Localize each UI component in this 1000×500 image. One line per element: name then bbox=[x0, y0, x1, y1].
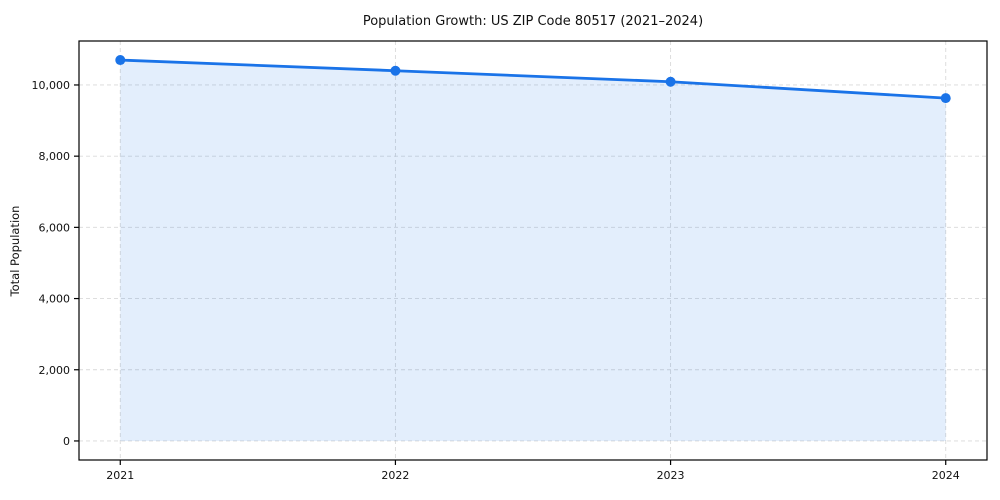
y-axis-label: Total Population bbox=[8, 206, 22, 298]
gridlines bbox=[79, 41, 987, 460]
series-layer bbox=[115, 55, 951, 104]
axes bbox=[74, 40, 988, 465]
area-fill-layer bbox=[120, 60, 946, 441]
y-tick-label: 2,000 bbox=[39, 364, 71, 377]
plot-border bbox=[78, 40, 988, 461]
data-point bbox=[390, 65, 401, 76]
x-tick-label: 2021 bbox=[106, 469, 134, 482]
chart-title: Population Growth: US ZIP Code 80517 (20… bbox=[363, 14, 703, 29]
data-point bbox=[665, 76, 676, 87]
y-tick-label: 0 bbox=[63, 435, 70, 448]
y-tick-label: 4,000 bbox=[39, 293, 71, 306]
x-tick-label: 2022 bbox=[381, 469, 409, 482]
data-point bbox=[115, 55, 126, 66]
x-tick-label: 2023 bbox=[657, 469, 685, 482]
x-tick-label: 2024 bbox=[932, 469, 960, 482]
y-tick-label: 6,000 bbox=[39, 221, 71, 234]
area-fill bbox=[120, 60, 946, 441]
y-tick-label: 10,000 bbox=[32, 79, 71, 92]
y-tick-label: 8,000 bbox=[39, 150, 71, 163]
data-point bbox=[940, 93, 951, 104]
tick-labels: 0 2,000 4,000 6,000 8,000 10,000 2021 2022 2023 2… bbox=[32, 79, 960, 482]
series-line bbox=[118, 58, 948, 100]
